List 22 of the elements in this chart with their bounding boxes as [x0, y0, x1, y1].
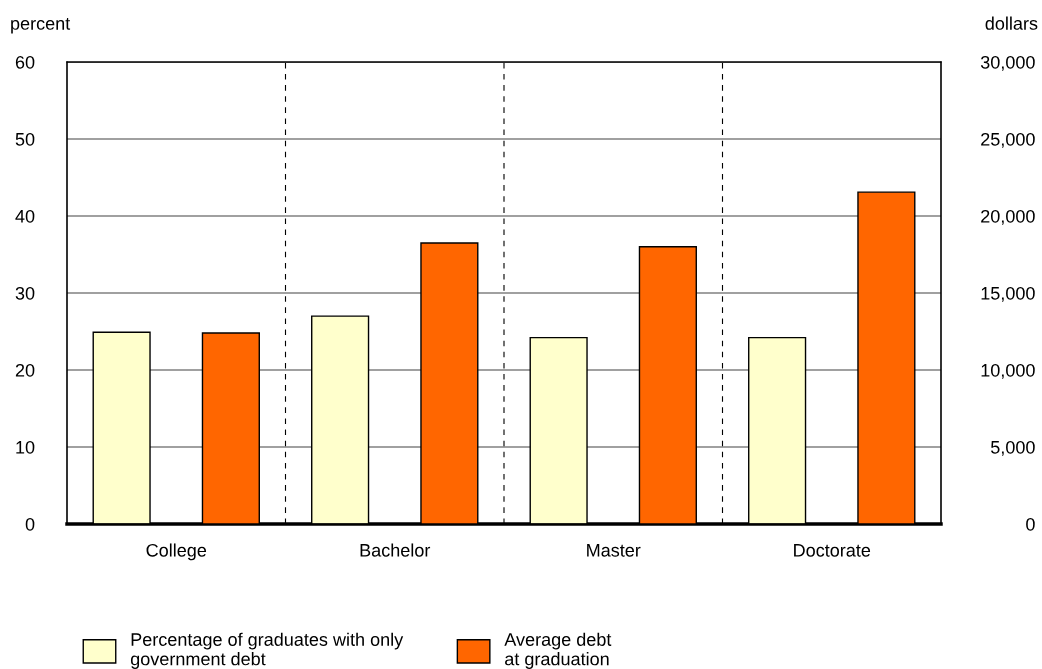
x-tick-label: Bachelor — [360, 543, 431, 557]
y2-tick-label: 20,000 — [981, 209, 1035, 225]
y2-tick-label: 0 — [1026, 517, 1035, 531]
legend-label: Average debt at graduation — [504, 632, 612, 669]
y-tick-label: 30 — [15, 286, 35, 300]
y-tick-label: 10 — [16, 440, 35, 454]
legend-label: Percentage of graduates with only government debt — [130, 632, 404, 669]
y-tick-label: 40 — [15, 209, 35, 223]
y-tick-label: 20 — [15, 363, 35, 377]
x-tick-label: Master — [587, 544, 641, 557]
y2-tick-label: 10,000 — [981, 363, 1035, 379]
y2-axis-title: dollars — [985, 16, 1038, 30]
y2-tick-label: 5,000 — [990, 440, 1035, 456]
y2-tick-label: 25,000 — [981, 132, 1035, 148]
y-axis-title: percent — [11, 18, 71, 34]
y-tick-label: 60 — [15, 55, 35, 69]
x-tick-label: Doctorate — [794, 544, 871, 557]
x-tick-label: College — [146, 543, 207, 561]
y2-tick-label: 15,000 — [981, 286, 1035, 302]
y-tick-label: 0 — [25, 517, 35, 531]
y2-tick-label: 30,000 — [980, 55, 1035, 71]
y-tick-label: 50 — [15, 132, 35, 146]
